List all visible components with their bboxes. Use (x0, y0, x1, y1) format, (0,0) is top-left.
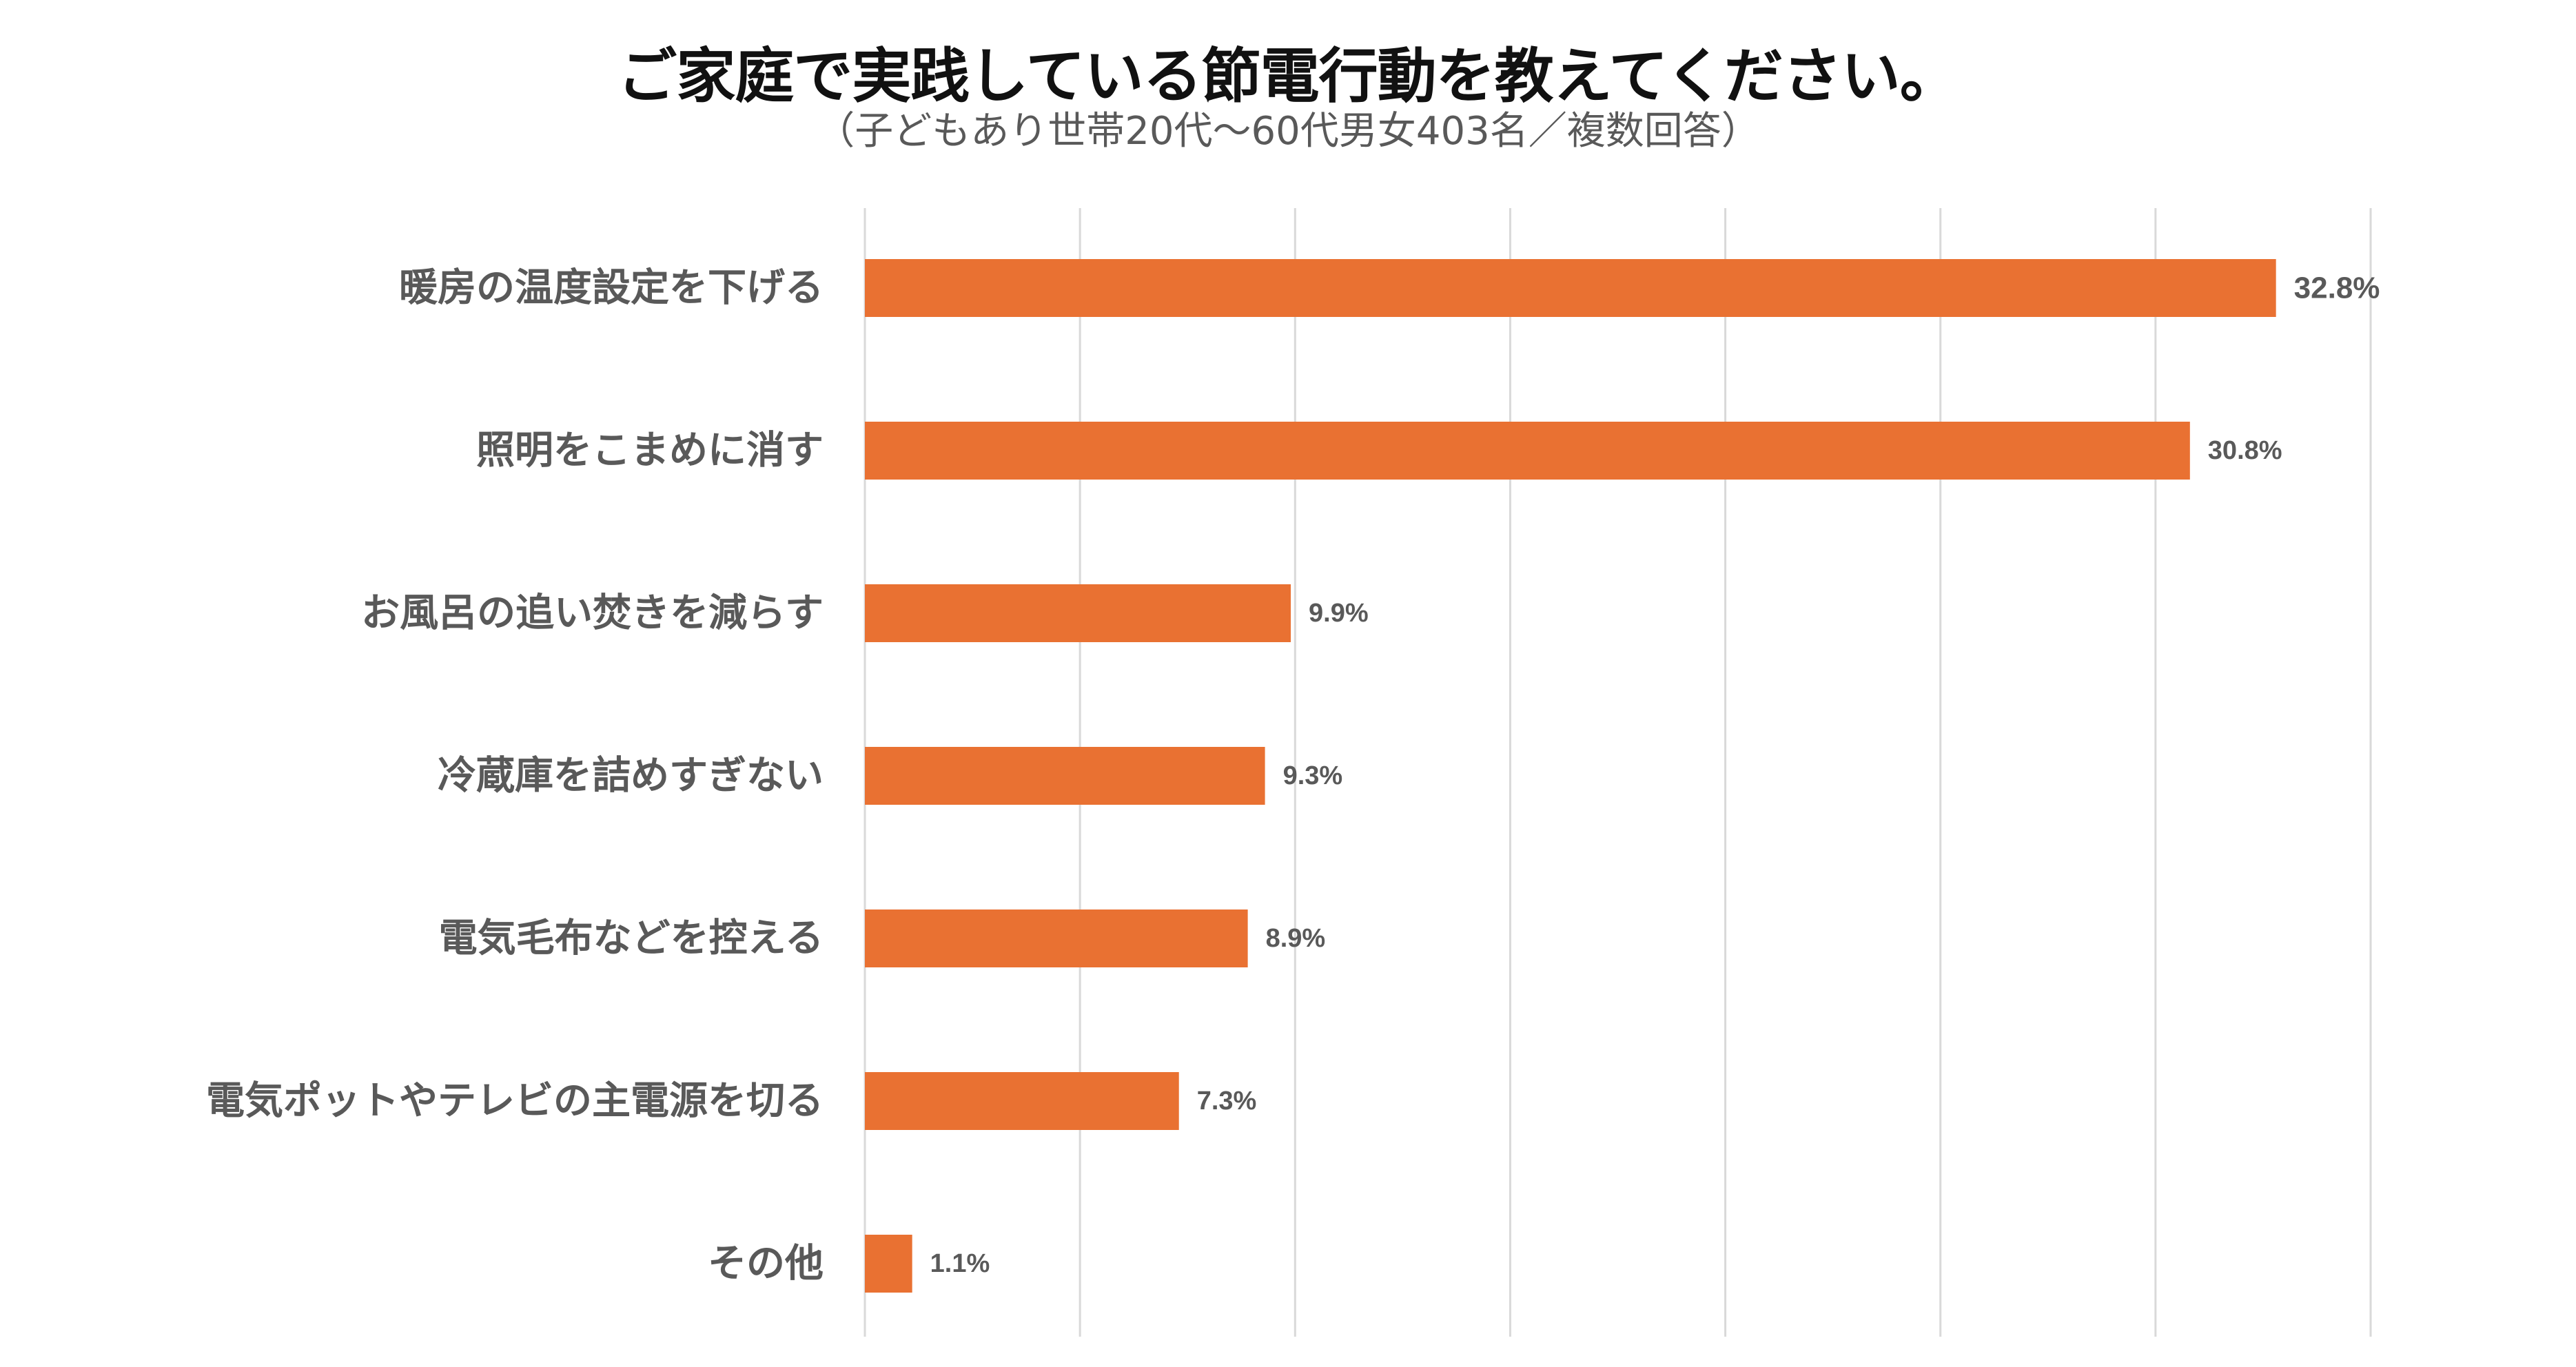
value-label: 9.9% (1309, 599, 1369, 628)
category-label: 暖房の温度設定を下げる (399, 266, 824, 311)
category-label: お風呂の追い焚きを減らす (361, 591, 824, 636)
bar (865, 747, 1265, 805)
bar (865, 422, 2190, 480)
value-label: 1.1% (930, 1249, 990, 1278)
value-label: 8.9% (1266, 924, 1326, 953)
value-label: 9.3% (1283, 761, 1343, 790)
value-label: 7.3% (1197, 1087, 1257, 1116)
bar (865, 1072, 1179, 1130)
bar (865, 259, 2276, 317)
chart-title: ご家庭で実践している節電行動を教えてください。 (617, 42, 1959, 111)
category-labels: 暖房の温度設定を下げる照明をこまめに消すお風呂の追い焚きを減らす冷蔵庫を詰めすぎ… (206, 266, 824, 1286)
bars (865, 259, 2276, 1293)
gridlines (863, 208, 2372, 1337)
value-labels: 32.8% 30.8% 9.9% 9.3% 8.9% 7.3% 1.1% (930, 271, 2380, 1279)
value-label: 32.8% (2294, 271, 2380, 305)
category-label: 電気ポットやテレビの主電源を切る (206, 1079, 824, 1124)
bar (865, 909, 1248, 967)
bar (865, 1235, 912, 1293)
category-label: その他 (708, 1242, 824, 1286)
category-label: 電気毛布などを控える (439, 916, 824, 961)
bar (865, 584, 1291, 642)
category-label: 冷蔵庫を詰めすぎない (438, 754, 824, 799)
chart-subtitle: （子どもあり世帯20代～60代男女403名／複数回答） (816, 109, 1760, 154)
category-label: 照明をこまめに消す (476, 429, 824, 473)
value-label: 30.8% (2208, 436, 2282, 465)
